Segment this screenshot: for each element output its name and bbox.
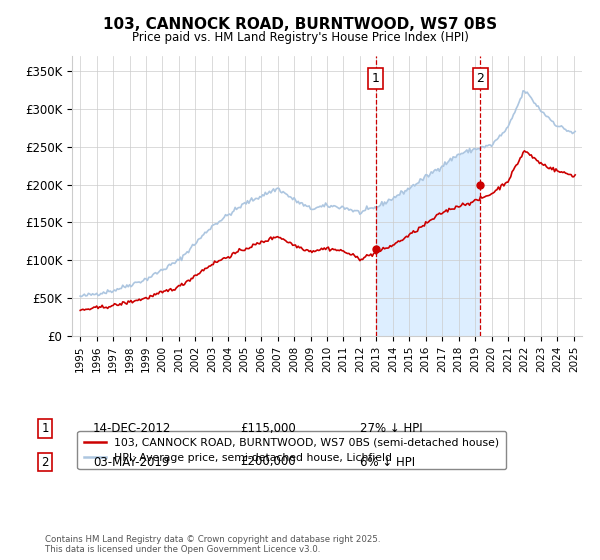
Text: £115,000: £115,000	[240, 422, 296, 435]
Text: £200,000: £200,000	[240, 455, 296, 469]
Text: 103, CANNOCK ROAD, BURNTWOOD, WS7 0BS: 103, CANNOCK ROAD, BURNTWOOD, WS7 0BS	[103, 17, 497, 32]
Text: 6% ↓ HPI: 6% ↓ HPI	[360, 455, 415, 469]
Text: Price paid vs. HM Land Registry's House Price Index (HPI): Price paid vs. HM Land Registry's House …	[131, 31, 469, 44]
Text: 03-MAY-2019: 03-MAY-2019	[93, 455, 169, 469]
Text: Contains HM Land Registry data © Crown copyright and database right 2025.
This d: Contains HM Land Registry data © Crown c…	[45, 535, 380, 554]
Text: 2: 2	[476, 72, 484, 85]
Text: 14-DEC-2012: 14-DEC-2012	[93, 422, 172, 435]
Text: 2: 2	[41, 455, 49, 469]
Legend: 103, CANNOCK ROAD, BURNTWOOD, WS7 0BS (semi-detached house), HPI: Average price,: 103, CANNOCK ROAD, BURNTWOOD, WS7 0BS (s…	[77, 431, 506, 469]
Text: 27% ↓ HPI: 27% ↓ HPI	[360, 422, 422, 435]
Text: 1: 1	[371, 72, 379, 85]
Text: 1: 1	[41, 422, 49, 435]
